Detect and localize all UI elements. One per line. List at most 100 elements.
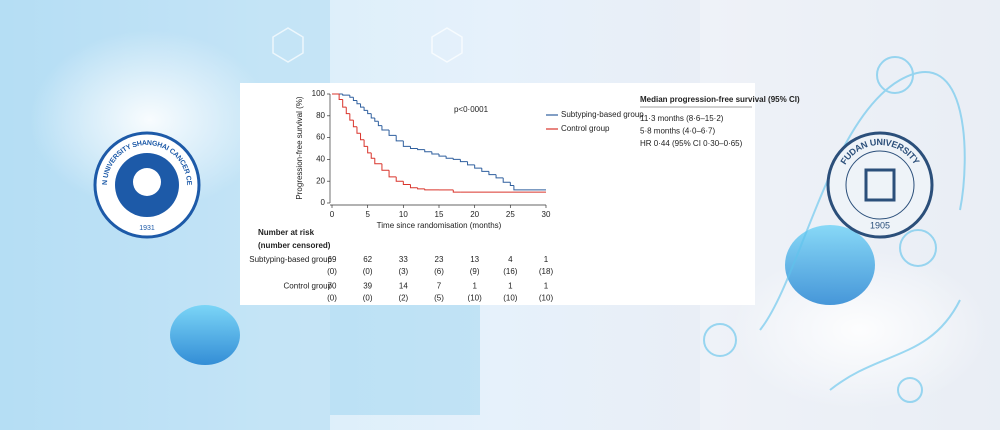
survival-step bbox=[459, 159, 468, 163]
survival-step bbox=[409, 146, 418, 149]
survival-step bbox=[424, 188, 439, 191]
survival-step bbox=[352, 97, 357, 102]
survival-step bbox=[349, 113, 354, 121]
survival-step bbox=[374, 158, 382, 165]
at-risk: 33 bbox=[399, 255, 408, 264]
censored: (6) bbox=[434, 267, 444, 276]
survival-step bbox=[377, 121, 382, 127]
censored: (2) bbox=[398, 294, 408, 303]
at-risk: 1 bbox=[472, 282, 477, 291]
hex-decor bbox=[272, 27, 463, 63]
x-tick-label: 10 bbox=[399, 210, 408, 219]
survival-step bbox=[502, 177, 511, 183]
flask bbox=[785, 225, 875, 305]
logo-year: 1931 bbox=[139, 225, 155, 232]
x-axis-label: Time since randomisation (months) bbox=[377, 221, 502, 230]
survival-step bbox=[513, 185, 546, 191]
censored: (16) bbox=[503, 267, 518, 276]
y-tick-label: 0 bbox=[321, 198, 326, 207]
survival-step bbox=[360, 103, 365, 108]
survival-step bbox=[381, 125, 390, 131]
survival-step bbox=[352, 120, 357, 128]
at-risk: 7 bbox=[437, 282, 442, 291]
censored: (10) bbox=[503, 294, 518, 303]
legend-label: Control group bbox=[561, 124, 610, 133]
at-risk: 1 bbox=[508, 282, 513, 291]
survival-step bbox=[338, 94, 343, 100]
survival-step bbox=[363, 139, 368, 147]
at-risk: 1 bbox=[544, 255, 549, 264]
glow bbox=[30, 30, 270, 210]
survival-step bbox=[370, 113, 375, 119]
flask bbox=[170, 305, 240, 365]
at-risk: 14 bbox=[399, 282, 408, 291]
survival-step bbox=[409, 184, 418, 189]
at-risk: 13 bbox=[470, 255, 479, 264]
y-tick-label: 80 bbox=[316, 111, 325, 120]
survival-step bbox=[395, 176, 404, 182]
censored: (10) bbox=[539, 294, 554, 303]
survival-step bbox=[356, 126, 361, 134]
survival-step bbox=[381, 163, 390, 171]
risk-label: Control group bbox=[284, 282, 333, 291]
risk-title: Number at risk bbox=[258, 228, 315, 237]
survival-step bbox=[349, 95, 354, 98]
logo-year: 1905 bbox=[870, 220, 890, 230]
survival-step bbox=[342, 94, 350, 96]
censored: (10) bbox=[468, 294, 483, 303]
survival-step bbox=[495, 174, 504, 179]
survival-step bbox=[509, 182, 514, 187]
survival-step bbox=[345, 107, 350, 115]
censored: (0) bbox=[327, 267, 337, 276]
survival-step bbox=[417, 187, 425, 190]
censored: (0) bbox=[327, 294, 337, 303]
survival-step bbox=[367, 146, 372, 154]
survival-step bbox=[431, 151, 439, 155]
chart: Progression-free survival (%) Time since… bbox=[249, 89, 800, 303]
survival-step bbox=[445, 156, 454, 159]
censored: (5) bbox=[434, 294, 444, 303]
censored: (3) bbox=[398, 267, 408, 276]
at-risk: 4 bbox=[508, 255, 513, 264]
survival-step bbox=[388, 129, 397, 136]
survival-step bbox=[467, 161, 475, 166]
censored: (9) bbox=[470, 267, 480, 276]
at-risk: 39 bbox=[363, 282, 372, 291]
survival-step bbox=[388, 170, 397, 178]
median-row: HR 0·44 (95% CI 0·30–0·65) bbox=[640, 139, 743, 148]
censored: (0) bbox=[363, 267, 373, 276]
at-risk: 62 bbox=[363, 255, 372, 264]
x-tick-label: 30 bbox=[542, 210, 551, 219]
survival-step bbox=[370, 152, 375, 159]
risk-label: Subtyping-based group bbox=[249, 255, 332, 264]
x-tick-label: 0 bbox=[330, 210, 335, 219]
x-tick-label: 5 bbox=[365, 210, 370, 219]
at-risk: 70 bbox=[328, 282, 337, 291]
survival-step bbox=[402, 140, 411, 147]
logo-mark bbox=[133, 168, 161, 196]
survival-step bbox=[481, 168, 489, 172]
survival-step bbox=[342, 99, 347, 108]
survival-step bbox=[417, 148, 425, 151]
survival-step bbox=[452, 158, 461, 160]
chart-panel bbox=[240, 83, 755, 305]
survival-step bbox=[474, 164, 482, 169]
censored: (0) bbox=[363, 294, 373, 303]
x-tick-label: 15 bbox=[435, 210, 444, 219]
y-tick-label: 100 bbox=[312, 89, 326, 98]
at-risk: 23 bbox=[435, 255, 444, 264]
legend-label: Subtyping-based group bbox=[561, 110, 644, 119]
logo-mark bbox=[864, 168, 896, 202]
survival-step bbox=[360, 133, 365, 141]
median-row: 11·3 months (8·6–15·2) bbox=[640, 114, 724, 123]
y-tick-label: 20 bbox=[316, 176, 325, 185]
annotation: p<0·0001 bbox=[454, 105, 489, 114]
survival-step bbox=[402, 181, 411, 185]
at-risk: 69 bbox=[328, 255, 337, 264]
y-tick-label: 60 bbox=[316, 133, 325, 142]
survival-step bbox=[374, 117, 379, 122]
x-tick-label: 25 bbox=[506, 210, 515, 219]
x-tick-label: 20 bbox=[470, 210, 479, 219]
screen-decor bbox=[330, 305, 480, 415]
